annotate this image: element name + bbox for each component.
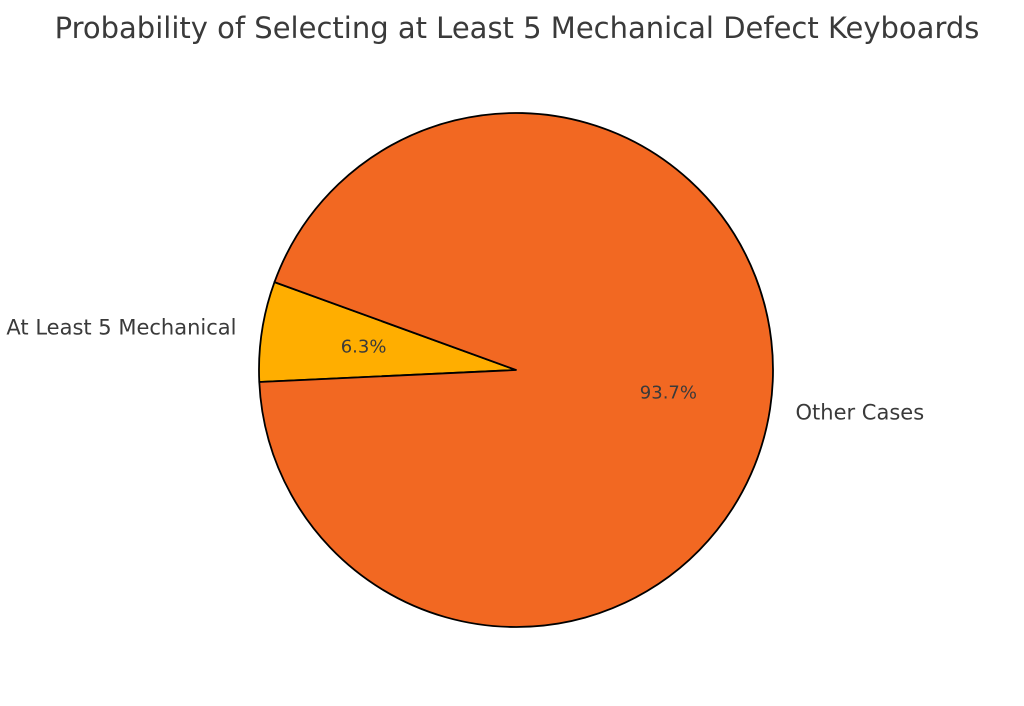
pie-labels: 6.3% At Least 5 Mechanical 93.7% Other Case… (6, 315, 924, 424)
pie-slices (258, 112, 774, 628)
pct-label-other-cases: 93.7% (640, 383, 697, 404)
pct-label-at-least-5-mechanical: 6.3% (341, 336, 387, 357)
slice-label-at-least-5-mechanical: At Least 5 Mechanical (6, 315, 236, 339)
chart-title: Probability of Selecting at Least 5 Mech… (55, 11, 980, 45)
slice-label-other-cases: Other Cases (796, 401, 925, 425)
pie-slice-other-cases (258, 112, 774, 628)
